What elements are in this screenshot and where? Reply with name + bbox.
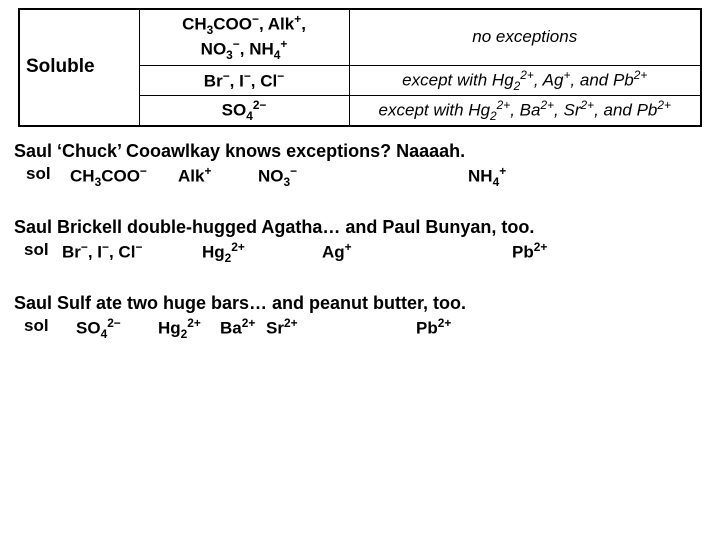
mnemonic-title-0: Saul ‘Chuck’ Cooawlkay knows exceptions?… — [14, 141, 706, 162]
mnemonic-item: NO3− — [258, 164, 338, 189]
ions-cell-0: CH3COO−, Alk+,NO3−, NH4+ — [139, 9, 349, 65]
mnemonic-title-2: Saul Sulf ate two huge bars… and peanut … — [14, 293, 706, 314]
mnemonic-item: Hg22+ — [202, 240, 272, 265]
soluble-label: Soluble — [19, 9, 139, 126]
mnemonic-row-2: sol SO42− Hg22+Ba2+Sr2+ Pb2+ — [14, 316, 706, 341]
mnemonic-item: CH3COO− — [70, 164, 170, 189]
mnemonic-item: sol — [26, 164, 70, 189]
mnemonic-item: Alk+ — [178, 164, 238, 189]
exception-cell-1: except with Hg22+, Ag+, and Pb2+ — [349, 65, 701, 95]
exception-cell-2: except with Hg22+, Ba2+, Sr2+, and Pb2+ — [349, 95, 701, 126]
mnemonic-item: Br−, I−, Cl− — [62, 240, 172, 265]
exception-cell-0: no exceptions — [349, 9, 701, 65]
solubility-table: Soluble CH3COO−, Alk+,NO3−, NH4+ no exce… — [18, 8, 702, 127]
mnemonic-0: Saul ‘Chuck’ Cooawlkay knows exceptions?… — [14, 141, 706, 189]
mnemonic-item: Ag+ — [322, 240, 372, 265]
ions-cell-2: SO42− — [139, 95, 349, 126]
mnemonic-item: Pb2+ — [416, 316, 476, 341]
mnemonic-item: sol — [24, 240, 62, 265]
mnemonic-1: Saul Brickell double-hugged Agatha… and … — [14, 217, 706, 265]
mnemonic-item: NH4+ — [468, 164, 528, 189]
mnemonic-2: Saul Sulf ate two huge bars… and peanut … — [14, 293, 706, 341]
mnemonic-item: sol — [24, 316, 68, 341]
mnemonic-item: Ba2+ — [220, 316, 266, 341]
mnemonic-item: Sr2+ — [266, 316, 316, 341]
mnemonic-item: SO42− — [76, 316, 146, 341]
ions-cell-1: Br−, I−, Cl− — [139, 65, 349, 95]
mnemonic-item: Pb2+ — [512, 240, 572, 265]
mnemonic-row-1: solBr−, I−, Cl− Hg22+ Ag+ Pb2+ — [14, 240, 706, 265]
mnemonic-item: Hg22+ — [158, 316, 220, 341]
mnemonic-title-1: Saul Brickell double-hugged Agatha… and … — [14, 217, 706, 238]
mnemonic-row-0: solCH3COO− Alk+ NO3− NH4+ — [14, 164, 706, 189]
